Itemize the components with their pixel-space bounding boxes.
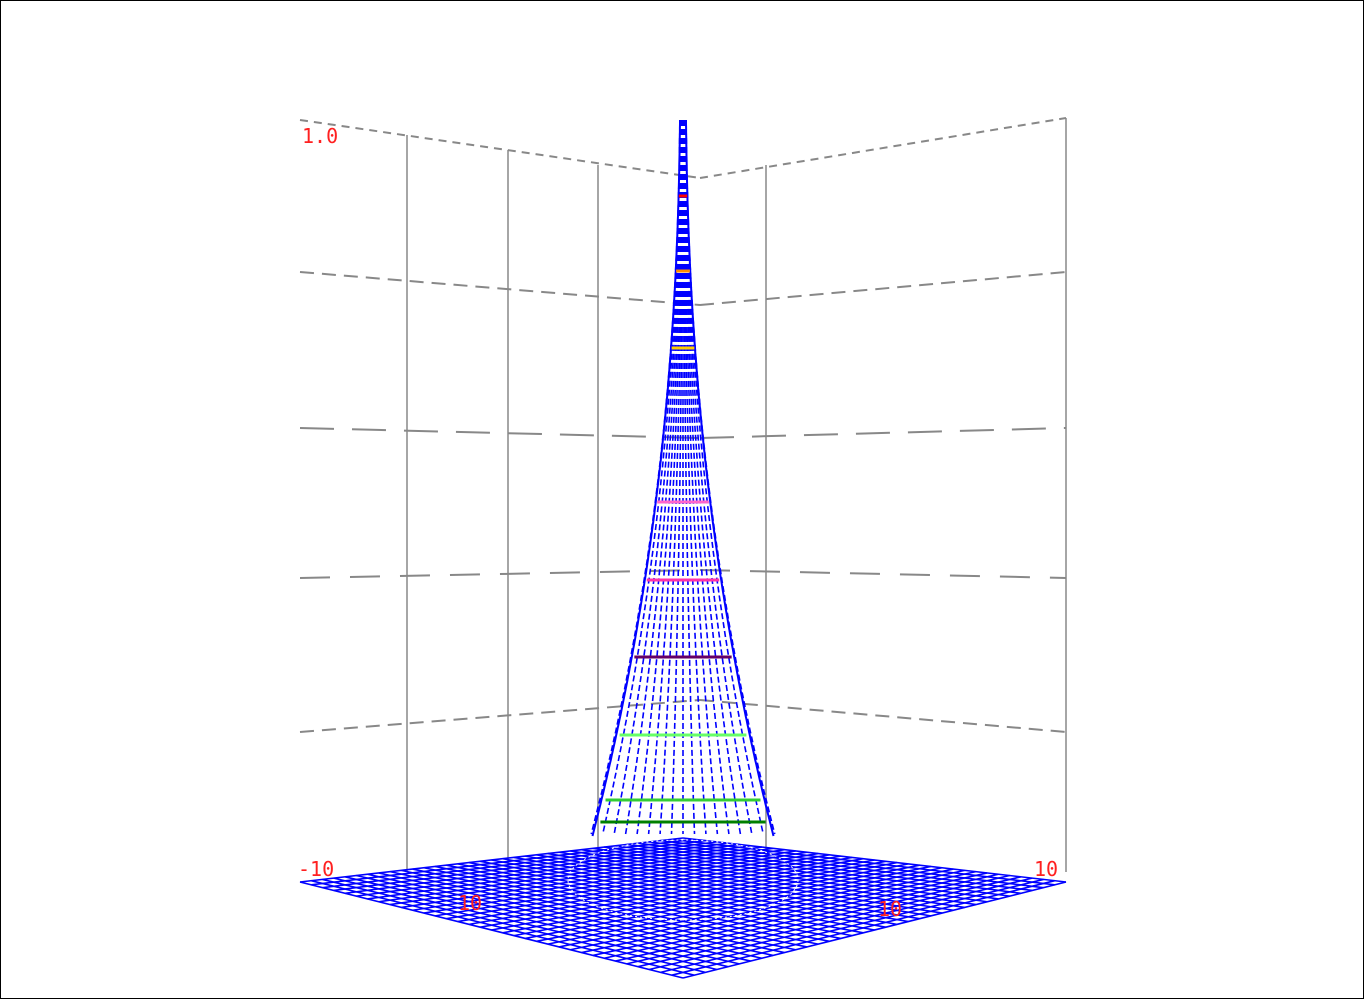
base-mesh-line-b-21 xyxy=(536,854,920,920)
base-mesh-line-a-34 xyxy=(682,881,1067,979)
grid-line-right-3 xyxy=(699,569,1067,579)
contour-lines xyxy=(600,194,766,824)
grid-line-left-3 xyxy=(299,569,701,579)
base-mesh-line-b-28 xyxy=(615,844,999,900)
base-mesh-line-a-22 xyxy=(547,865,931,945)
peak-outline-right xyxy=(685,120,775,837)
base-mesh-line-a-31 xyxy=(649,877,1033,971)
base-mesh-line-b-30 xyxy=(637,842,1022,895)
left-corner-label: -10 xyxy=(298,857,334,881)
base-mesh-line-a-30 xyxy=(637,876,1022,968)
base-mesh-line-b-33 xyxy=(671,838,1055,886)
base-mesh-line-b-29 xyxy=(626,843,1010,897)
base-mesh-line-b-22 xyxy=(547,852,931,917)
grid-line-left-2 xyxy=(299,427,701,439)
base-mesh-line-a-23 xyxy=(558,866,943,948)
base-mesh-line-b-31 xyxy=(649,841,1033,892)
peak-mesh xyxy=(590,119,776,837)
peak-mesh-line-10 xyxy=(682,120,707,835)
base-mesh-line-b-26 xyxy=(592,847,976,906)
base-mesh-line-a-19 xyxy=(513,861,898,937)
grid-line-left-1 xyxy=(299,271,701,306)
base-mesh-line-b-18 xyxy=(502,857,886,928)
left-base-label: 10 xyxy=(458,891,482,915)
axis-labels: 1.0 -10 10 10 10 xyxy=(298,124,1058,921)
base-mesh-line-b-27 xyxy=(604,846,988,903)
grid-line-left-4 xyxy=(299,699,701,733)
base-mesh-line-b-19 xyxy=(513,856,898,926)
z-axis-top-label: 1.0 xyxy=(302,124,338,148)
base-mesh-line-b-25 xyxy=(581,848,965,909)
base-mesh-line-a-21 xyxy=(536,864,920,943)
base-mesh-line-a-32 xyxy=(660,878,1044,974)
base-mesh-line-a-18 xyxy=(502,860,886,934)
base-highlight xyxy=(567,839,799,921)
grid-line-right-0 xyxy=(699,117,1067,179)
right-base-label: 10 xyxy=(878,897,902,921)
base-mesh-line-a-28 xyxy=(615,873,999,962)
base-mesh-line-b-20 xyxy=(525,855,909,923)
right-corner-label: 10 xyxy=(1034,857,1058,881)
base-mesh-line-a-27 xyxy=(603,872,988,960)
grid-line-right-4 xyxy=(699,699,1067,733)
grid-lines xyxy=(299,117,1067,872)
peak-mesh-line-13 xyxy=(684,119,742,835)
base-mesh xyxy=(299,837,1067,979)
base-mesh-line-b-34 xyxy=(682,837,1067,883)
base-mesh-line-a-24 xyxy=(570,868,954,951)
base-mesh-line-a-29 xyxy=(626,874,1010,965)
peak-mesh-line-2 xyxy=(613,120,682,835)
peak-mesh-line-6 xyxy=(659,120,684,835)
peak-mesh-line-3 xyxy=(624,119,682,835)
base-mesh-line-a-26 xyxy=(592,870,977,957)
base-mesh-line-a-33 xyxy=(671,879,1055,976)
base-mesh-line-b-32 xyxy=(660,839,1044,889)
grid-line-left-0 xyxy=(299,119,701,179)
grid-line-right-2 xyxy=(699,427,1067,439)
peak-outline-left xyxy=(591,120,681,837)
base-mesh-line-a-25 xyxy=(581,869,965,954)
base-mesh-line-b-24 xyxy=(570,850,954,912)
peak-mesh-line-14 xyxy=(684,120,753,835)
grid-line-right-1 xyxy=(699,271,1067,306)
base-mesh-line-b-17 xyxy=(491,859,875,931)
base-mesh-line-a-20 xyxy=(525,863,909,940)
base-mesh-line-b-23 xyxy=(558,851,943,914)
